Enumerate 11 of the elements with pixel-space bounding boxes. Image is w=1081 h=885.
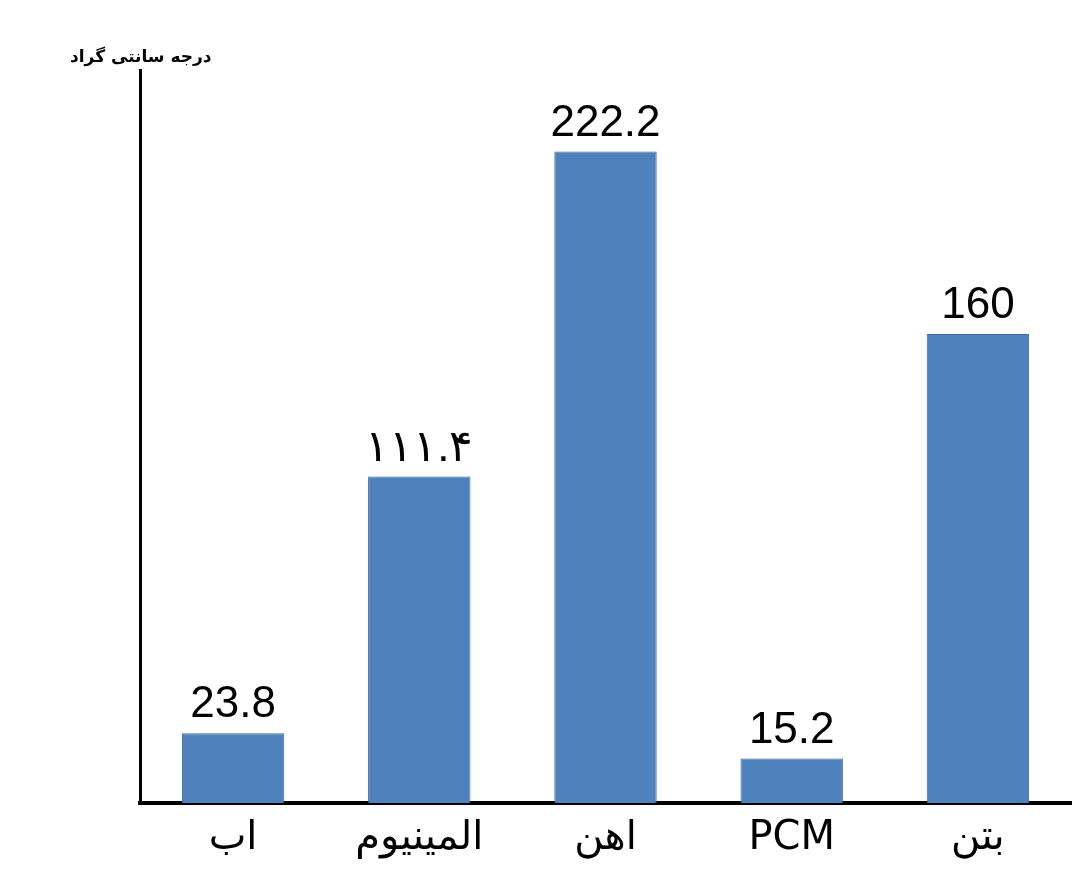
data-label: 23.8 bbox=[190, 677, 276, 727]
text: درجه سانتی گراد bbox=[70, 46, 212, 66]
x-tick-label: PCM bbox=[748, 812, 835, 859]
x-tick-label: بتن bbox=[951, 812, 1005, 860]
data-label: 15.2 bbox=[748, 702, 835, 752]
x-tick-label: اب bbox=[208, 812, 258, 859]
data-label: 222.2 bbox=[550, 95, 661, 145]
data-label: ۱۱۱.۴ bbox=[365, 420, 474, 470]
x-tick-label: اهن bbox=[574, 812, 637, 860]
data-label: 160 bbox=[941, 278, 1015, 328]
x-tick-label: المینیوم bbox=[355, 812, 484, 860]
